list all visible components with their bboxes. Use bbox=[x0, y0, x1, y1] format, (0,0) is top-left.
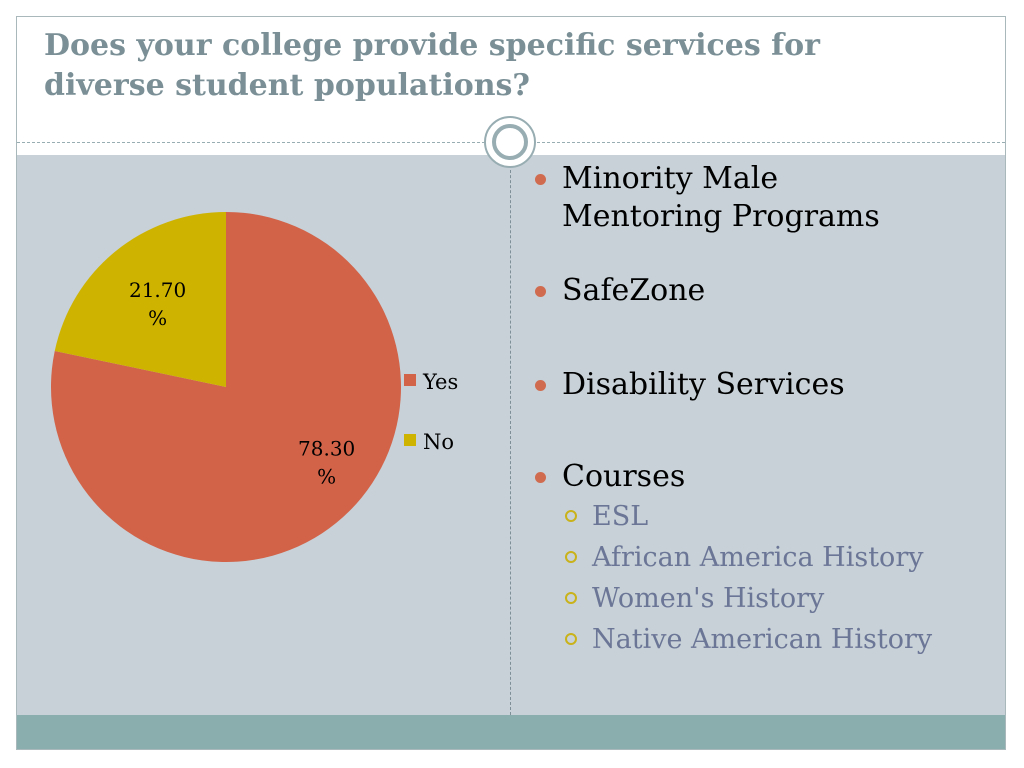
hollow-circle-icon bbox=[565, 592, 577, 604]
list-item: Disability Services bbox=[532, 366, 1002, 404]
bullet-text: Courses bbox=[562, 459, 686, 494]
pie-slice-no bbox=[54, 212, 227, 387]
legend-label: No bbox=[423, 430, 454, 454]
bullet-dot-icon bbox=[535, 286, 546, 297]
legend-label: Yes bbox=[422, 370, 458, 394]
sub-list-item: Women's History bbox=[532, 578, 1002, 619]
sub-item-text: ESL bbox=[592, 501, 649, 532]
hollow-circle-icon bbox=[565, 633, 577, 645]
column-divider bbox=[510, 155, 511, 715]
slice-label: 78.30% bbox=[298, 437, 355, 489]
bullet-text: SafeZone bbox=[562, 273, 706, 308]
list-item: SafeZone bbox=[532, 272, 1002, 310]
bullet-dot-icon bbox=[535, 174, 546, 185]
hollow-circle-icon bbox=[565, 510, 577, 522]
sub-item-text: African America History bbox=[592, 542, 924, 573]
services-list: Minority Male Mentoring Programs SafeZon… bbox=[532, 160, 1002, 660]
ring-ornament-icon bbox=[484, 116, 536, 168]
hollow-circle-icon bbox=[565, 551, 577, 563]
slice-label: 21.70% bbox=[129, 278, 186, 330]
list-item: Courses bbox=[532, 458, 1002, 496]
sub-list-item: African America History bbox=[532, 537, 1002, 578]
sub-item-text: Women's History bbox=[592, 583, 825, 614]
sub-list-item: Native American History bbox=[532, 619, 1002, 660]
bullet-text: Disability Services bbox=[562, 367, 845, 402]
legend-swatch bbox=[404, 434, 416, 446]
bullet-dot-icon bbox=[535, 472, 546, 483]
footer-bar bbox=[17, 715, 1005, 749]
bullet-text-line: Mentoring Programs bbox=[562, 199, 880, 234]
sub-item-text: Native American History bbox=[592, 624, 933, 655]
legend-swatch bbox=[404, 374, 416, 386]
bullet-dot-icon bbox=[535, 380, 546, 391]
list-item: Minority Male Mentoring Programs bbox=[532, 160, 1002, 236]
sub-list-item: ESL bbox=[532, 496, 1002, 537]
slide-title: Does your college provide specific servi… bbox=[44, 28, 820, 103]
bullet-text-line: Minority Male bbox=[562, 161, 779, 196]
pie-slice-yes bbox=[51, 212, 401, 563]
